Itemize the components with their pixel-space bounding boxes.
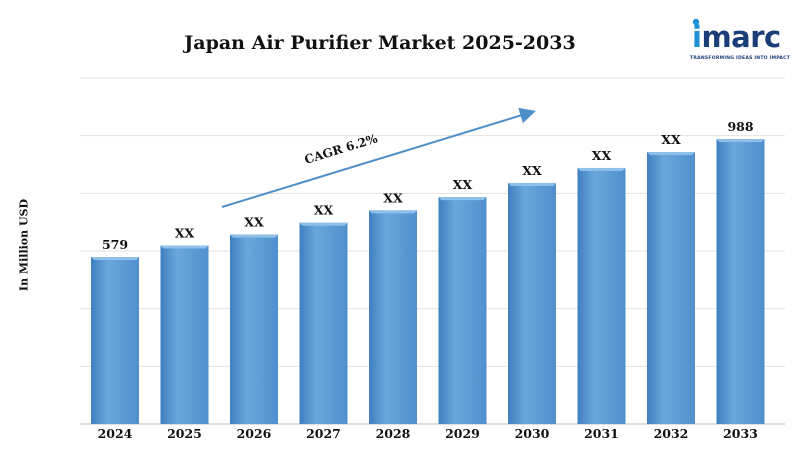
bar-2030 — [508, 182, 556, 424]
x-tick-2031: 2031 — [584, 426, 619, 441]
cagr-annotation: CAGR 6.2% — [221, 107, 536, 208]
data-label-2024: 579 — [102, 237, 128, 252]
bar-cap-2030 — [508, 182, 556, 186]
logo-wordmark: imarc — [692, 20, 781, 54]
x-tick-2029: 2029 — [445, 426, 480, 441]
data-label-2033: 988 — [727, 119, 753, 134]
x-tick-2024: 2024 — [98, 426, 133, 441]
imarc-logo: imarc TRANSFORMING IDEAS INTO IMPACT — [690, 18, 798, 66]
bar-2029 — [438, 197, 487, 424]
x-tick-2027: 2027 — [306, 426, 341, 441]
data-label-2031: XX — [592, 148, 612, 163]
data-label-2032: XX — [661, 132, 681, 147]
bar-cap-2028 — [369, 210, 417, 214]
data-label-2029: XX — [453, 177, 473, 192]
bar-2026 — [230, 234, 278, 424]
chart-title: Japan Air Purifier Market 2025-2033 — [184, 32, 576, 54]
logo-tagline: TRANSFORMING IDEAS INTO IMPACT — [690, 56, 791, 61]
data-label-2028: XX — [383, 190, 403, 205]
bar-cap-2024 — [91, 257, 139, 261]
x-tick-2028: 2028 — [376, 426, 411, 441]
bar-cap-2027 — [299, 222, 348, 226]
x-tick-2030: 2030 — [515, 426, 550, 441]
cagr-arrow — [221, 107, 536, 208]
bar-2031 — [577, 167, 626, 424]
x-tick-2026: 2026 — [237, 426, 272, 441]
bar-cap-2032 — [647, 152, 695, 156]
bar-cap-2029 — [438, 197, 487, 201]
data-labels: 579 XX XX XX XX XX XX XX XX 988 — [102, 119, 754, 252]
bar-2032 — [647, 152, 695, 424]
data-label-2030: XX — [522, 163, 542, 178]
bar-cap-2026 — [230, 234, 278, 238]
bar-2024 — [91, 257, 139, 424]
data-label-2025: XX — [175, 226, 195, 241]
x-tick-2033: 2033 — [723, 426, 758, 441]
bar-2027 — [299, 222, 348, 424]
x-tick-2025: 2025 — [167, 426, 202, 441]
x-tick-labels: 2024 2025 2026 2027 2028 2029 2030 2031 2032 2033 — [98, 426, 758, 441]
bar-2028 — [369, 210, 417, 424]
bar-2033 — [716, 139, 765, 425]
logo-dot-icon — [692, 18, 700, 26]
bar-cap-2033 — [716, 139, 765, 143]
x-tick-2032: 2032 — [654, 426, 689, 441]
bar-cap-2025 — [160, 245, 209, 249]
bar-cap-2031 — [577, 167, 626, 171]
bar-2025 — [160, 245, 209, 424]
bars — [91, 139, 765, 425]
data-label-2026: XX — [244, 215, 264, 230]
data-label-2027: XX — [314, 203, 334, 218]
